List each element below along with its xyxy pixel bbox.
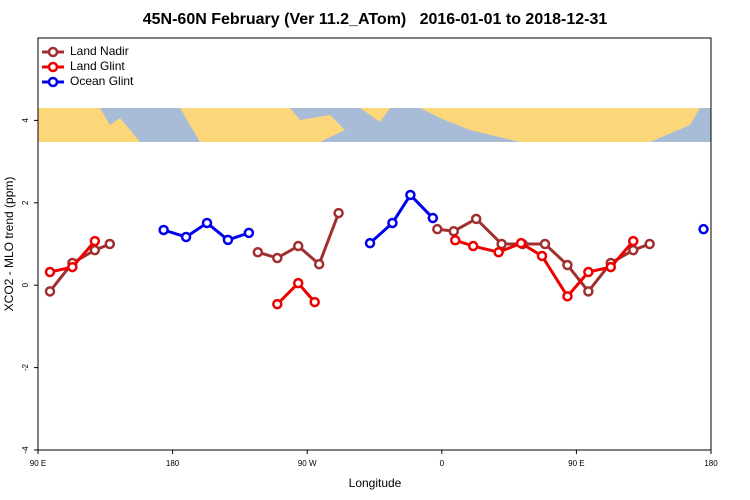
point <box>450 235 461 246</box>
point <box>292 277 304 289</box>
point <box>309 296 320 308</box>
point <box>333 207 344 219</box>
x-tick-label: 180 <box>166 459 180 468</box>
point <box>89 235 101 247</box>
y-tick-label: 2 <box>21 200 30 205</box>
point <box>583 286 594 297</box>
point <box>364 237 376 249</box>
point <box>539 238 551 250</box>
point <box>427 212 439 224</box>
point <box>562 259 573 271</box>
point <box>583 266 594 278</box>
point <box>698 223 709 235</box>
point <box>104 238 116 250</box>
point <box>627 235 639 247</box>
point <box>467 240 479 252</box>
point <box>644 238 655 250</box>
x-tick-label: 90 E <box>30 459 46 468</box>
point <box>605 261 617 273</box>
point <box>536 250 548 262</box>
point <box>89 244 101 256</box>
plot-frame <box>37 37 712 451</box>
point <box>272 252 283 264</box>
legend-label: Land Nadir <box>70 44 129 58</box>
legend-label: Ocean Glint <box>70 74 134 88</box>
point <box>448 225 460 237</box>
point <box>243 227 255 239</box>
legend-marker <box>47 46 59 58</box>
point <box>222 234 234 246</box>
point <box>493 246 504 258</box>
y-tick-label: 4 <box>21 118 30 123</box>
x-axis-label: Longitude <box>349 476 402 490</box>
point <box>201 217 213 229</box>
x-tick-label: 180 <box>704 459 718 468</box>
y-tick-label: -4 <box>21 446 30 454</box>
point <box>405 189 416 201</box>
point <box>627 244 639 256</box>
x-tick-label: 90 W <box>298 459 317 468</box>
series-line <box>48 212 651 294</box>
point <box>44 266 56 278</box>
map-band <box>38 108 711 142</box>
point <box>180 231 192 243</box>
point <box>292 240 304 252</box>
legend-marker <box>47 76 59 88</box>
legend-label: Land Glint <box>70 59 125 73</box>
point <box>272 298 283 310</box>
point <box>67 261 78 273</box>
point <box>313 258 325 270</box>
x-tick-label: 0 <box>440 459 445 468</box>
point <box>387 217 398 229</box>
point <box>562 291 573 302</box>
chart-title: 45N-60N February (Ver 11.2_ATom) 2016-01… <box>143 11 608 28</box>
y-tick-label: -2 <box>21 363 30 371</box>
point <box>158 224 169 236</box>
y-axis-label: XCO2 - MLO trend (ppm) <box>2 177 16 312</box>
point <box>515 237 527 249</box>
point <box>496 238 507 250</box>
point <box>44 286 56 297</box>
point <box>470 213 482 225</box>
legend-marker <box>47 61 59 73</box>
x-tick-label: 90 E <box>568 459 584 468</box>
point <box>432 223 443 235</box>
series-line <box>49 238 635 306</box>
point <box>252 246 264 258</box>
y-tick-label: 0 <box>21 282 30 287</box>
